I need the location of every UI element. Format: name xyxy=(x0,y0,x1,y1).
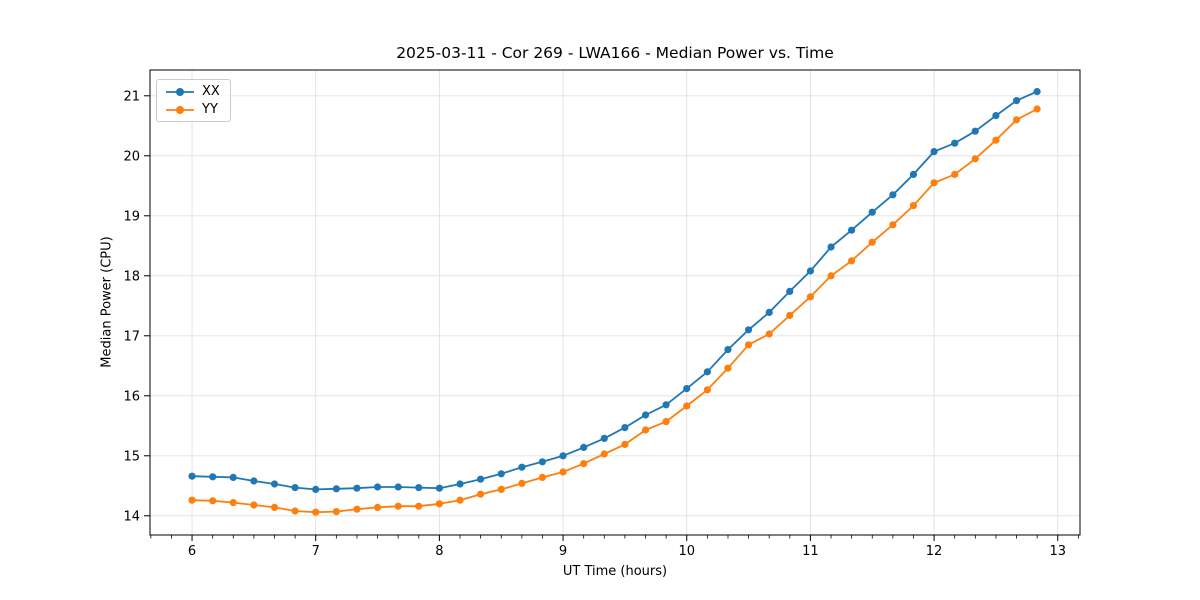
svg-text:9: 9 xyxy=(559,544,567,559)
svg-text:12: 12 xyxy=(926,544,943,559)
svg-text:7: 7 xyxy=(312,544,320,559)
legend-line-sample-xx-icon xyxy=(166,87,194,96)
series-xx-markers xyxy=(188,88,1041,493)
svg-text:21: 21 xyxy=(123,89,140,104)
svg-text:17: 17 xyxy=(123,329,140,344)
plot-frame xyxy=(149,69,1081,536)
y-axis-label-text: Median Power (CPU) xyxy=(99,236,115,368)
legend-item-xx: XX xyxy=(165,84,220,99)
series-xx xyxy=(188,88,1041,493)
x-axis-ticks xyxy=(191,535,1059,541)
svg-text:8: 8 xyxy=(435,544,443,559)
svg-text:19: 19 xyxy=(123,209,140,224)
legend-item-yy: YY xyxy=(165,102,220,117)
legend: XX YY xyxy=(156,79,231,122)
svg-text:16: 16 xyxy=(123,389,140,404)
chart-title: 2025-03-11 - Cor 269 - LWA166 - Median P… xyxy=(396,44,834,62)
svg-text:6: 6 xyxy=(188,544,196,559)
series-yy xyxy=(188,105,1041,516)
grid-lines xyxy=(150,70,1080,535)
legend-line-sample-yy-icon xyxy=(166,105,194,114)
y-axis-ticks xyxy=(144,95,150,517)
svg-text:18: 18 xyxy=(123,269,140,284)
legend-label-yy: YY xyxy=(202,102,218,117)
x-axis-label: UT Time (hours) xyxy=(562,564,668,579)
legend-label-xx: XX xyxy=(202,84,220,99)
svg-text:10: 10 xyxy=(678,544,695,559)
svg-text:15: 15 xyxy=(123,449,140,464)
series-yy-markers xyxy=(188,105,1041,516)
x-tick-labels: 6 7 8 9 10 11 12 13 xyxy=(188,544,1066,559)
x-axis-minor-ticks xyxy=(150,535,1079,539)
svg-text:11: 11 xyxy=(802,544,819,559)
svg-text:20: 20 xyxy=(123,149,140,164)
svg-text:14: 14 xyxy=(123,509,140,524)
y-tick-labels: 14 15 16 17 18 19 20 21 xyxy=(123,89,140,524)
svg-text:13: 13 xyxy=(1049,544,1066,559)
